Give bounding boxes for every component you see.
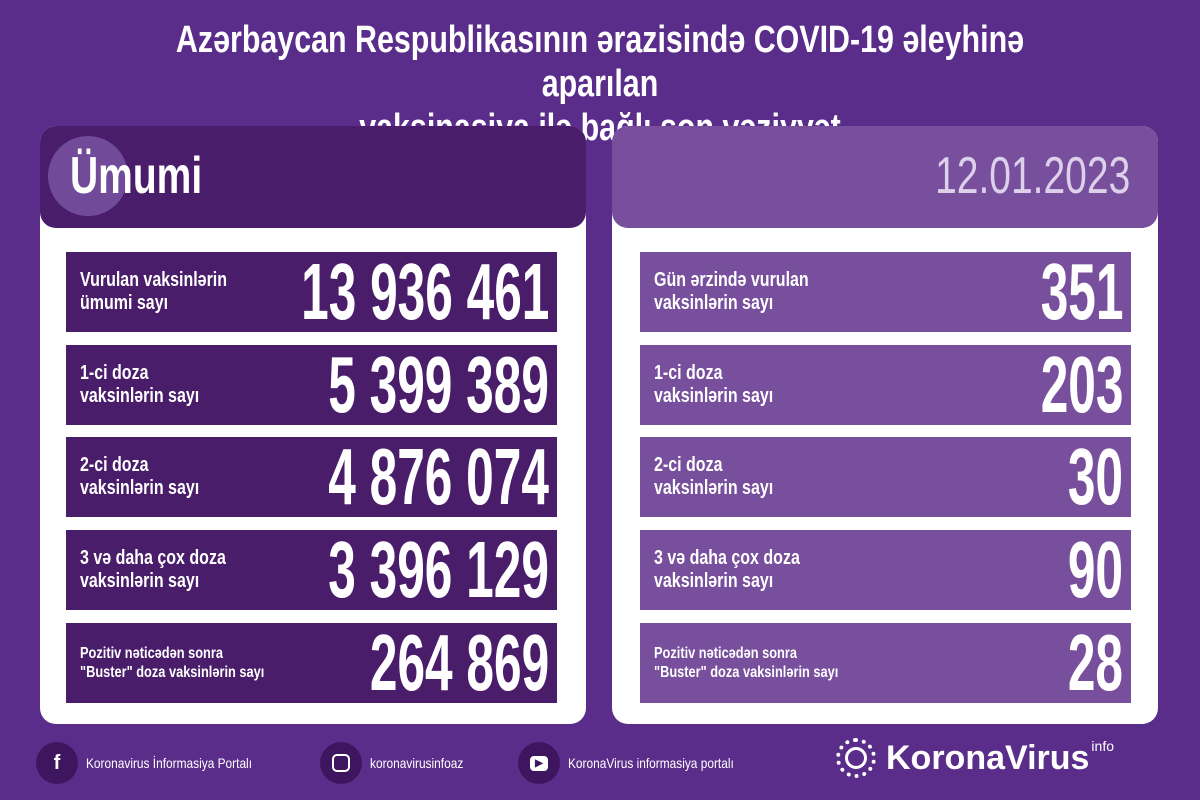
- facebook-link[interactable]: f Koronavirus İnformasiya Portalı: [36, 738, 281, 788]
- stat-value: 5 399 389: [328, 340, 549, 429]
- stat-value: 90: [1067, 525, 1123, 614]
- stat-value: 264 869: [369, 618, 549, 707]
- stat-value: 351: [1040, 247, 1123, 336]
- stat-row: 1-ci doza vaksinlərin sayı 5 399 389: [66, 340, 557, 429]
- stat-label: Vurulan vaksinlərin ümumi sayı: [80, 269, 228, 314]
- stat-row: 3 və daha çox doza vaksinlərin sayı 3 396…: [66, 525, 557, 614]
- stat-value: 203: [1040, 340, 1123, 429]
- logo-superscript: info: [1091, 738, 1114, 754]
- stat-row: Gün ərzində vurulan vaksinlərin sayı 351: [640, 247, 1131, 336]
- instagram-link[interactable]: koronavirusinfoaz: [320, 738, 480, 788]
- title-line-1: Azərbaycan Respublikasının ərazisində CO…: [175, 19, 1025, 105]
- stat-label: 3 və daha çox doza vaksinlərin sayı: [654, 547, 800, 592]
- stat-label: 3 və daha çox doza vaksinlərin sayı: [80, 547, 226, 592]
- sun-logo-icon: [836, 738, 876, 778]
- stat-label: 2-ci doza vaksinlərin sayı: [654, 454, 774, 499]
- facebook-icon: f: [36, 742, 78, 784]
- total-panel: Ümumi Vurulan vaksinlərin ümumi sayı 13 9…: [40, 126, 586, 724]
- stat-value: 28: [1067, 618, 1123, 707]
- stat-value: 4 876 074: [328, 432, 549, 521]
- stat-value: 13 936 461: [300, 247, 549, 336]
- facebook-label: Koronavirus İnformasiya Portalı: [86, 755, 253, 771]
- logo-text: KoronaVirus: [886, 738, 1090, 777]
- stat-row: Vurulan vaksinlərin ümumi sayı 13 936 461: [66, 247, 557, 336]
- date-heading: 12.01.2023: [934, 147, 1130, 205]
- stat-label: 1-ci doza vaksinlərin sayı: [80, 362, 200, 407]
- youtube-label: KoronaVirus informasiya portalı: [568, 755, 734, 771]
- stat-label: Gün ərzində vurulan vaksinlərin sayı: [654, 269, 809, 314]
- stat-row: Pozitiv nəticədən sonra "Buster" doza va…: [66, 618, 557, 707]
- stat-label: 1-ci doza vaksinlərin sayı: [654, 362, 774, 407]
- stat-row: 2-ci doza vaksinlərin sayı 30: [640, 432, 1131, 521]
- total-header: Ümumi: [40, 126, 586, 228]
- stat-value: 3 396 129: [328, 525, 549, 614]
- stat-value: 30: [1067, 432, 1123, 521]
- daily-panel: 12.01.2023 Gün ərzində vurulan vaksinlər…: [612, 126, 1158, 724]
- stat-row: 1-ci doza vaksinlərin sayı 203: [640, 340, 1131, 429]
- stat-label: 2-ci doza vaksinlərin sayı: [80, 454, 200, 499]
- stat-row: Pozitiv nəticədən sonra "Buster" doza va…: [640, 618, 1131, 707]
- total-heading: Ümumi: [70, 147, 203, 205]
- koronavirus-logo: KoronaVirus info: [836, 738, 1114, 778]
- youtube-icon: ▶: [518, 742, 560, 784]
- virus-icon: [48, 136, 128, 216]
- instagram-label: koronavirusinfoaz: [370, 755, 464, 771]
- stat-row: 3 və daha çox doza vaksinlərin sayı 90: [640, 525, 1131, 614]
- instagram-icon: [320, 742, 362, 784]
- daily-header: 12.01.2023: [612, 126, 1158, 228]
- stat-label: Pozitiv nəticədən sonra "Buster" doza va…: [654, 645, 839, 681]
- youtube-link[interactable]: ▶ KoronaVirus informasiya portalı: [518, 738, 763, 788]
- stat-row: 2-ci doza vaksinlərin sayı 4 876 074: [66, 432, 557, 521]
- stat-label: Pozitiv nəticədən sonra "Buster" doza va…: [80, 645, 265, 681]
